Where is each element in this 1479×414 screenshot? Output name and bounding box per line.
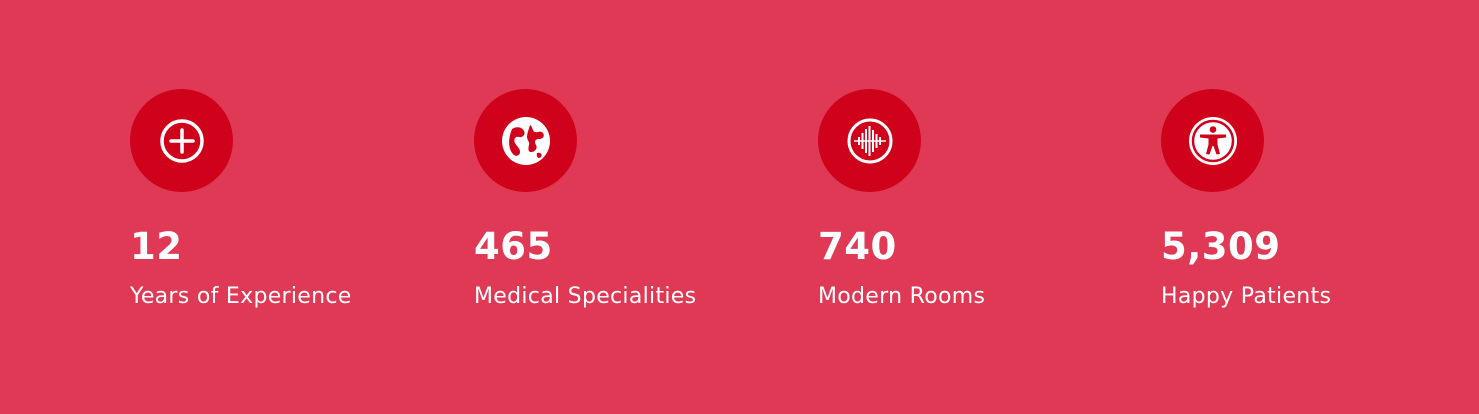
accessibility-person-icon [1161, 89, 1264, 192]
stat-happy-patients: 5,309 Happy Patients [1161, 89, 1461, 310]
stat-modern-rooms: 740 Modern Rooms [818, 89, 1118, 310]
stat-medical-specialities: 465 Medical Specialities [474, 89, 774, 310]
stat-value: 12 [130, 225, 183, 268]
globe-icon [474, 89, 577, 192]
plus-circle-icon [130, 89, 233, 192]
stat-value: 740 [818, 225, 897, 268]
stat-label: Years of Experience [130, 284, 352, 309]
stat-value: 5,309 [1161, 225, 1281, 268]
stat-value: 465 [474, 225, 553, 268]
stat-label: Happy Patients [1161, 284, 1332, 309]
stat-label: Modern Rooms [818, 284, 986, 309]
stat-label: Medical Specialities [474, 284, 697, 309]
pulse-wave-icon [818, 89, 921, 192]
stat-years-experience: 12 Years of Experience [130, 89, 430, 310]
